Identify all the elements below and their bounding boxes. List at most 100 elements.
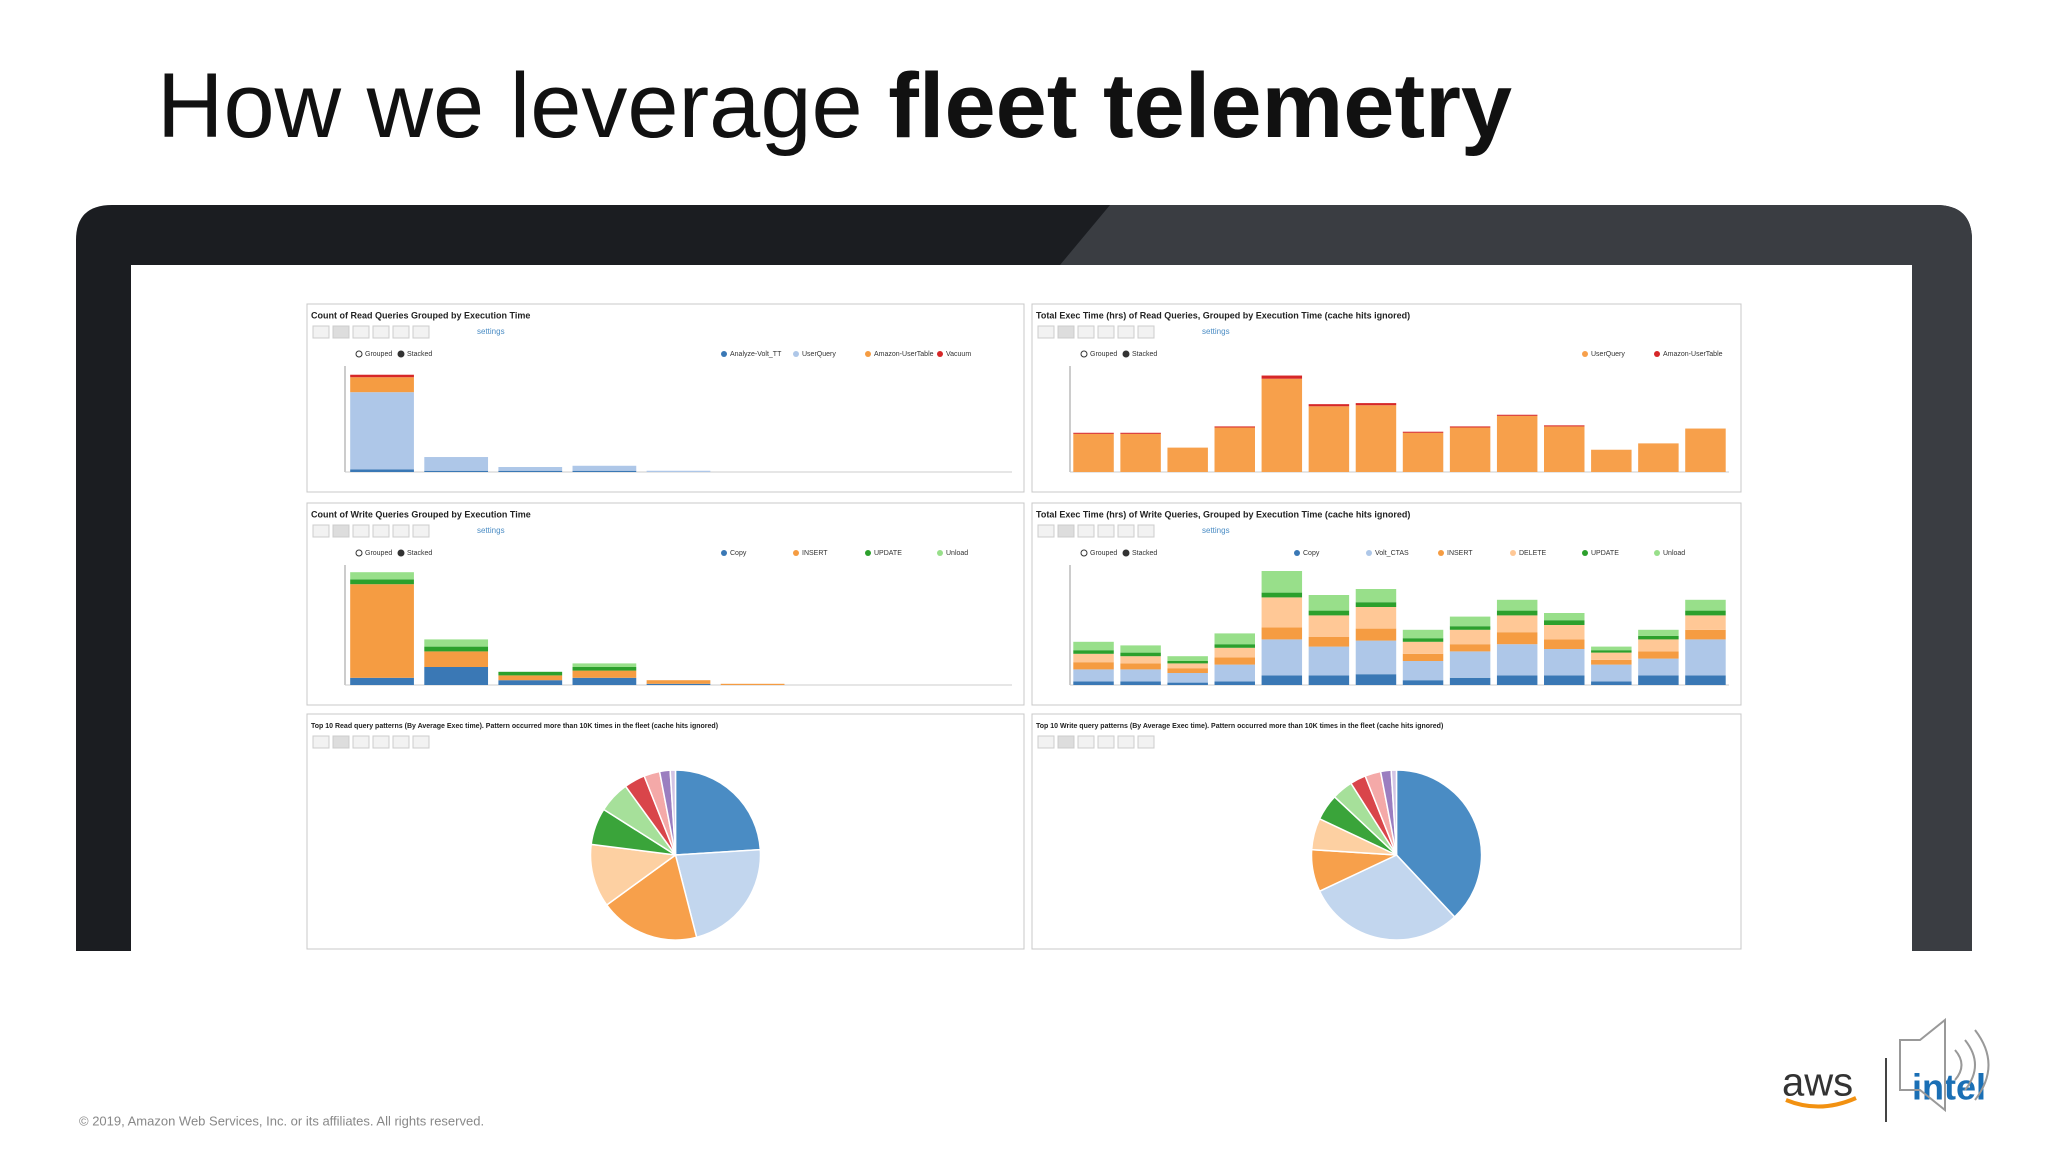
bar-segment: [1355, 403, 1397, 406]
bar-segment: [1591, 650, 1632, 653]
legend-label: DELETE: [1519, 550, 1547, 557]
bar-segment: [1685, 428, 1726, 472]
legend-dot: [865, 550, 871, 556]
bar-segment: [1638, 629, 1679, 636]
bar-segment: [572, 465, 637, 471]
toolbar-button: [1097, 735, 1115, 749]
menu-label[interactable]: settings: [477, 526, 505, 535]
bar-segment: [1261, 639, 1303, 676]
bar-segment: [1591, 681, 1632, 685]
mode-radio[interactable]: [1122, 350, 1130, 358]
mode-radio[interactable]: [397, 549, 405, 557]
bar-segment: [1120, 681, 1161, 685]
menu-label[interactable]: settings: [1202, 526, 1230, 535]
bar-segment: [1591, 646, 1632, 651]
bar-segment: [1308, 595, 1350, 611]
legend-dot: [1294, 550, 1300, 556]
legend-label: UPDATE: [874, 550, 902, 557]
bar-segment: [1638, 635, 1679, 640]
mode-radio[interactable]: [397, 350, 405, 358]
bar-segment: [1544, 625, 1585, 640]
bar-segment: [1496, 675, 1538, 685]
bar-segment: [350, 584, 414, 678]
bar-segment: [1544, 649, 1585, 676]
toolbar-button: [1117, 524, 1135, 538]
toolbar-button: [1057, 524, 1075, 538]
toolbar-button: [312, 735, 330, 749]
pie-slice: [674, 769, 762, 856]
bar-segment: [1685, 639, 1726, 676]
bar-segment: [1355, 405, 1397, 472]
bar-segment: [572, 667, 637, 671]
bar-segment: [1591, 659, 1632, 665]
bar-segment: [1308, 675, 1350, 685]
bar-segment: [1496, 599, 1538, 611]
bar-segment: [1261, 592, 1303, 598]
pie-slice: [589, 843, 678, 907]
bar-segment: [572, 663, 637, 667]
bar-segment: [1449, 629, 1491, 645]
toolbar-button: [352, 735, 370, 749]
bar-segment: [1167, 682, 1208, 685]
bar-segment: [498, 671, 563, 676]
mode-radio[interactable]: [1080, 549, 1088, 557]
legend-dot: [721, 351, 727, 357]
pie-slice: [669, 769, 677, 856]
mode-label: Grouped: [365, 351, 392, 358]
bar-segment: [1638, 443, 1679, 472]
bar-segment: [424, 639, 489, 647]
bar-segment: [498, 675, 563, 681]
bar-segment: [720, 683, 785, 685]
menu-label[interactable]: settings: [1202, 327, 1230, 336]
bar-segment: [1402, 680, 1444, 685]
bar-segment: [350, 392, 414, 470]
bar-segment: [1449, 427, 1491, 472]
bar-segment: [1167, 447, 1208, 472]
bar-segment: [1402, 653, 1444, 661]
bar-segment: [1402, 629, 1444, 639]
legend-label: Vacuum: [946, 351, 971, 358]
legend-label: Amazon-UserTable: [1663, 351, 1723, 358]
bar-segment: [646, 683, 711, 685]
bar-segment: [1073, 669, 1114, 682]
legend-label: Copy: [730, 550, 747, 557]
mode-label: Stacked: [407, 351, 432, 358]
mode-radio[interactable]: [355, 549, 363, 557]
bar-segment: [1355, 607, 1397, 629]
mode-radio[interactable]: [1122, 549, 1130, 557]
legend-label: UserQuery: [1591, 351, 1625, 358]
bar-segment: [1214, 644, 1255, 648]
bar-segment: [1638, 651, 1679, 659]
bar-segment: [572, 470, 637, 472]
toolbar-button: [1117, 325, 1135, 339]
bar-segment: [1685, 610, 1726, 616]
legend-label: Copy: [1303, 550, 1320, 557]
legend-dot: [793, 550, 799, 556]
bar-segment: [1120, 669, 1161, 682]
bar-segment: [1261, 597, 1303, 628]
mode-label: Stacked: [1132, 351, 1157, 358]
bar-segment: [1261, 675, 1303, 685]
mode-label: Grouped: [1090, 550, 1117, 557]
bar-segment: [1308, 610, 1350, 616]
mode-radio[interactable]: [355, 350, 363, 358]
aws-smile: [1785, 1096, 1857, 1109]
legend-dot: [937, 351, 943, 357]
bar-segment: [1073, 650, 1114, 654]
bar-segment: [1638, 658, 1679, 676]
toolbar-button: [1037, 524, 1055, 538]
title-bold: fleet telemetry: [888, 55, 1512, 157]
bar-segment: [1214, 657, 1255, 665]
pie-slice: [605, 853, 698, 941]
mode-radio[interactable]: [1080, 350, 1088, 358]
menu-label[interactable]: settings: [477, 327, 505, 336]
bar-segment: [1308, 637, 1350, 647]
bar-segment: [1073, 432, 1114, 434]
mode-label: Grouped: [1090, 351, 1117, 358]
bar-segment: [1402, 641, 1444, 654]
legend-dot: [1582, 550, 1588, 556]
pie-slice: [1390, 769, 1398, 856]
bar-segment: [572, 677, 637, 685]
bar-segment: [1544, 613, 1585, 621]
bar-segment: [1214, 647, 1255, 658]
